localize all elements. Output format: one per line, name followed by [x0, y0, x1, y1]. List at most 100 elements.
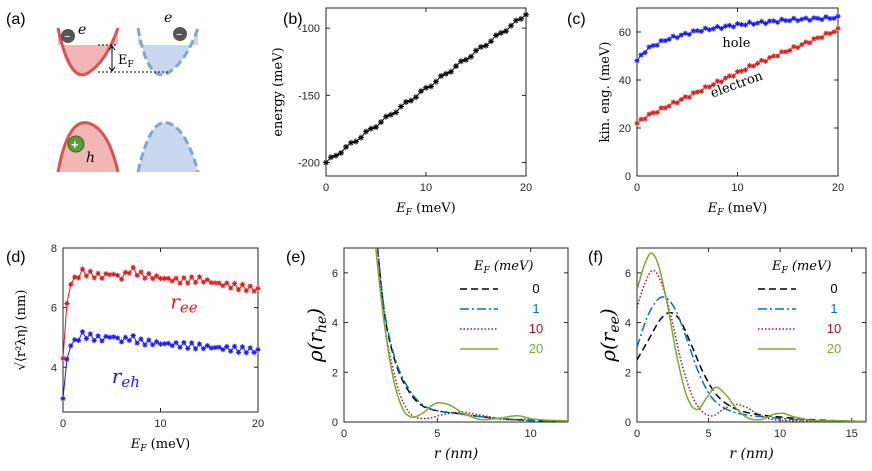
chart-e-legend-label-0: 0 [532, 281, 539, 296]
chart-d-r_eh-point [247, 345, 253, 351]
chart-d-r_eh-point [216, 344, 222, 350]
chart-d-r_eh-point [196, 341, 203, 347]
chart-c-electron-point [682, 94, 688, 100]
chart-c-hole-point [746, 19, 753, 25]
chart-b-energy-point [518, 15, 524, 22]
chart-f-ytick-label: 6 [625, 268, 631, 280]
electron-band-fill [58, 28, 118, 74]
chart-d-annotation-ee: ree [170, 290, 197, 317]
chart-b-energy-point [503, 28, 509, 35]
chart-c-ylabel: kin. eng. (meV) [598, 42, 613, 143]
chart-c-electron-point [831, 29, 837, 35]
chart-e-legend-label-20: 20 [529, 341, 543, 356]
chart-c-hole-point [742, 22, 749, 28]
chart-c-xtick-label: 10 [731, 182, 743, 194]
chart-d-r_ee-point [200, 279, 206, 285]
chart-b-energy-point [343, 143, 349, 150]
chart-c-electron-point [698, 88, 704, 94]
chart-c-xtick-label: 20 [832, 182, 844, 194]
chart-c-hole-point [678, 32, 684, 38]
chart-d-r_eh-point [79, 329, 86, 335]
chart-c-electron-point [742, 67, 749, 73]
chart-d-r_eh-point [200, 346, 206, 352]
chart-c-hole-point [642, 50, 648, 56]
chart-c-electron-point [738, 68, 745, 74]
chart-b-axes: 0 10 20 -200 -150 -100 energy (meV) EF (meV) [271, 7, 532, 218]
chart-b-energy-point [408, 97, 414, 104]
chart-c-hole-point [730, 24, 737, 30]
chart-c-electron-point [730, 73, 737, 79]
chart-d-axes: 0 10 20 4 6 8 √⟨r²λη⟩ (nm) ree reh EF (meV) [14, 243, 264, 454]
chart-c-electron-point [835, 25, 841, 31]
chart-f-ylabel: ρ(ree) [596, 308, 623, 363]
chart-b-energy-point [398, 103, 404, 110]
chart-b-energy-point [498, 29, 504, 36]
chart-b-energy-point [428, 83, 434, 90]
chart-d-r_eh-point [130, 332, 136, 339]
electron-band-curve [56, 27, 120, 77]
chart-d-r_ee-point [60, 355, 66, 361]
chart-b-xtick-label: 20 [520, 182, 532, 194]
chart-d-r_ee-point [130, 264, 136, 270]
chart-c-electron-point [638, 116, 644, 122]
chart-c-electron-point [694, 89, 700, 95]
chart-c-electron-point [823, 30, 829, 36]
chart-d-r_ee-point [99, 275, 105, 281]
chart-e-ytick-label: 2 [332, 367, 338, 379]
chart-b-energy-point [403, 99, 409, 106]
chart-c-electron-point [759, 57, 765, 63]
chart-d-r_ee-point [204, 277, 210, 283]
chart-e-axes: 0 5 10 0 2 4 6 EF (meV) 0 1 10 20 r (nm) ρ(rhe) [303, 247, 569, 462]
chart-d-r_ee-point [138, 269, 144, 275]
chart-f-ytick-label: 2 [625, 367, 631, 379]
chart-c-electron-point [783, 49, 789, 55]
chart-d-r_ee-point [255, 285, 261, 291]
chart-d-r_eh-point [220, 346, 226, 353]
chart-e-xtick-label: 0 [341, 428, 347, 440]
chart-f-xtick-label: 15 [846, 428, 858, 440]
chart-c-hole-point [654, 42, 660, 48]
chart-d-r_ee-point [161, 275, 167, 282]
chart-b-energy-point [473, 47, 479, 54]
chart-c-electron-point [779, 49, 785, 55]
chart-d-r_ee-point [224, 280, 230, 286]
chart-d-r_eh-point [60, 395, 66, 402]
chart-d-r_eh-point [212, 344, 218, 351]
chart-c-electron-point [654, 109, 660, 116]
chart-c-hole-point [823, 14, 829, 20]
chart-c-electron-point [710, 82, 716, 88]
chart-b-energy-point [348, 139, 354, 146]
chart-d-r_ee-point [103, 271, 109, 277]
chart-b-energy-point [338, 149, 344, 156]
chart-b-energy-point [378, 119, 384, 126]
chart-b-energy-point [323, 159, 329, 166]
chart-e-ytick-label: 0 [332, 417, 338, 429]
chart-d-r_eh-point [134, 340, 140, 346]
chart-d-annotation-eh: reh [112, 364, 140, 391]
chart-b-energy-point [383, 113, 389, 120]
chart-d-r_eh-point [232, 343, 238, 349]
chart-d-r_ee-point [76, 275, 82, 281]
chart-c-electron-point [803, 39, 809, 45]
panel-b-label: (b) [283, 11, 303, 28]
chart-c-hole-point [779, 16, 785, 22]
chart-c-electron-point [815, 35, 821, 41]
chart-d-r_eh-point [228, 348, 234, 354]
chart-c-hole-point [686, 31, 692, 38]
panel-f-label: (f) [588, 249, 603, 266]
chart-d-r_eh-point [235, 349, 242, 355]
chart-c-hole-point [819, 16, 825, 23]
chart-b-energy-point [358, 134, 364, 141]
chart-c-electron-point [678, 96, 684, 103]
chart-b-energy-point [333, 152, 339, 159]
chart-e-legend-label-1: 1 [532, 301, 539, 316]
chart-b-ylabel: energy (meV) [271, 47, 286, 136]
chart-d-r_ee-point [243, 288, 249, 294]
chart-d-r_eh-point [64, 356, 70, 362]
chart-c-hole-point [638, 52, 644, 58]
chart-d-ytick-label: 8 [51, 243, 57, 255]
chart-e-series-0-line [376, 248, 568, 422]
chart-c-hole-point [775, 19, 781, 25]
